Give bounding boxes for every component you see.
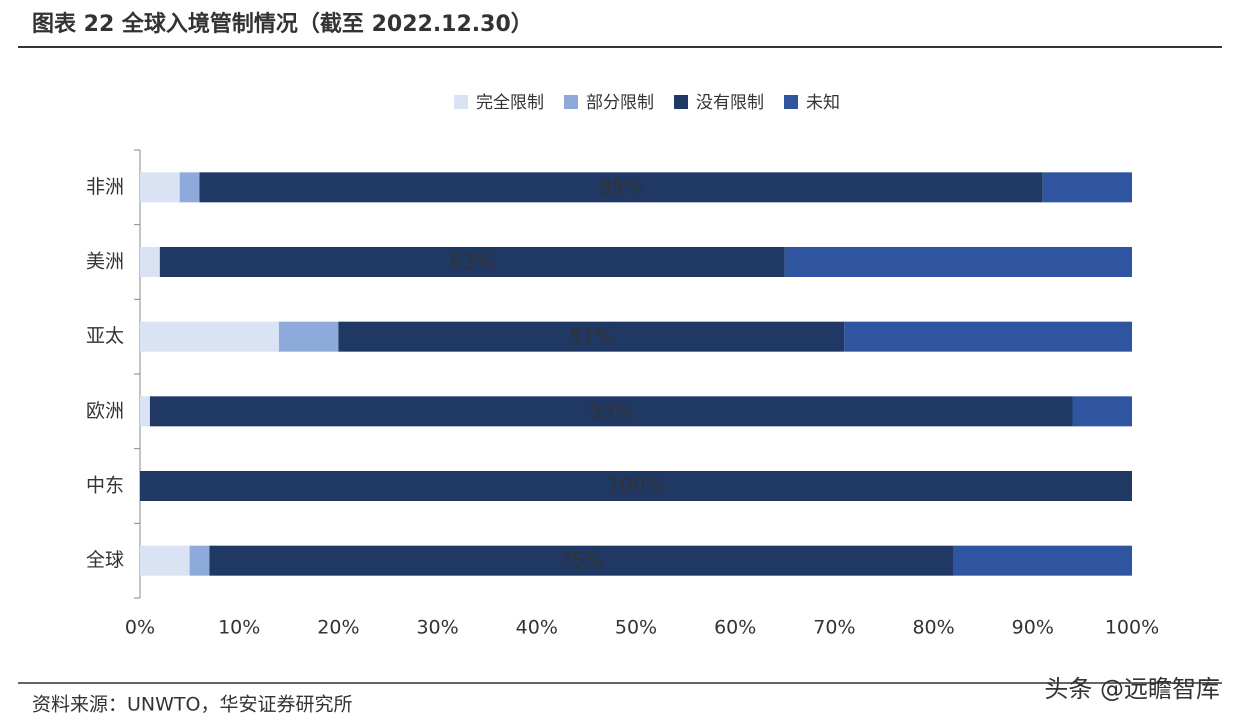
- data-label: 100%: [607, 474, 664, 498]
- source: 资料来源：UNWTO，华安证券研究所: [32, 694, 352, 716]
- y-tick-label: 中东: [86, 475, 124, 497]
- legend-swatch: [674, 95, 688, 109]
- bar-segment: [179, 172, 200, 203]
- bar-segment: [140, 172, 180, 203]
- legend-label: 部分限制: [586, 93, 654, 113]
- bar-segment: [278, 321, 339, 352]
- bar-segment: [140, 321, 279, 352]
- bar-segment: [784, 247, 1132, 277]
- legend-swatch: [784, 95, 798, 109]
- legend-swatch: [564, 95, 578, 109]
- bar-segment: [199, 172, 1043, 203]
- x-tick-label: 20%: [317, 617, 359, 639]
- bar-segment: [844, 321, 1132, 352]
- bar-segment: [159, 247, 785, 277]
- bar-segment: [209, 545, 954, 576]
- legend-label: 完全限制: [476, 93, 544, 113]
- bar-segment: [140, 396, 150, 427]
- x-tick-label: 30%: [416, 617, 458, 639]
- data-label: 93%: [589, 399, 633, 423]
- bar-segment: [1042, 172, 1132, 203]
- bar-segment: [189, 545, 210, 576]
- x-tick-label: 0%: [125, 617, 155, 639]
- bar-segment: [140, 247, 160, 277]
- data-label: 63%: [450, 250, 494, 274]
- y-tick-label: 全球: [86, 549, 124, 571]
- y-tick-label: 美洲: [86, 251, 124, 273]
- data-label: 85%: [599, 175, 643, 199]
- x-tick-label: 70%: [813, 617, 855, 639]
- data-label: 51%: [569, 324, 613, 348]
- y-tick-label: 欧洲: [86, 400, 124, 422]
- x-tick-label: 40%: [516, 617, 558, 639]
- watermark: 头条 @远瞻智库: [1044, 675, 1220, 703]
- x-tick-label: 80%: [912, 617, 954, 639]
- page-title: 图表 22 全球入境管制情况（截至 2022.12.30）: [32, 11, 533, 37]
- legend-label: 未知: [806, 93, 840, 113]
- x-tick-label: 90%: [1012, 617, 1054, 639]
- bar-segment: [338, 321, 845, 352]
- bar-segment: [953, 545, 1132, 576]
- bar-segment: [140, 471, 1132, 501]
- bar-segment: [140, 545, 190, 576]
- bar-segment: [1072, 396, 1132, 427]
- x-tick-label: 10%: [218, 617, 260, 639]
- x-tick-label: 50%: [615, 617, 657, 639]
- legend-label: 没有限制: [696, 93, 764, 113]
- x-tick-label: 60%: [714, 617, 756, 639]
- y-tick-label: 亚太: [86, 325, 124, 347]
- data-label: 75%: [559, 548, 603, 572]
- bar-segment: [149, 396, 1073, 427]
- x-tick-label: 100%: [1105, 617, 1159, 639]
- y-tick-label: 非洲: [86, 176, 124, 198]
- legend-swatch: [454, 95, 468, 109]
- plot: 完全限制 部分限制 没有限制 未知 0% 10% 20% 30% 40% 50% 60% 70% 80%…: [86, 93, 1159, 639]
